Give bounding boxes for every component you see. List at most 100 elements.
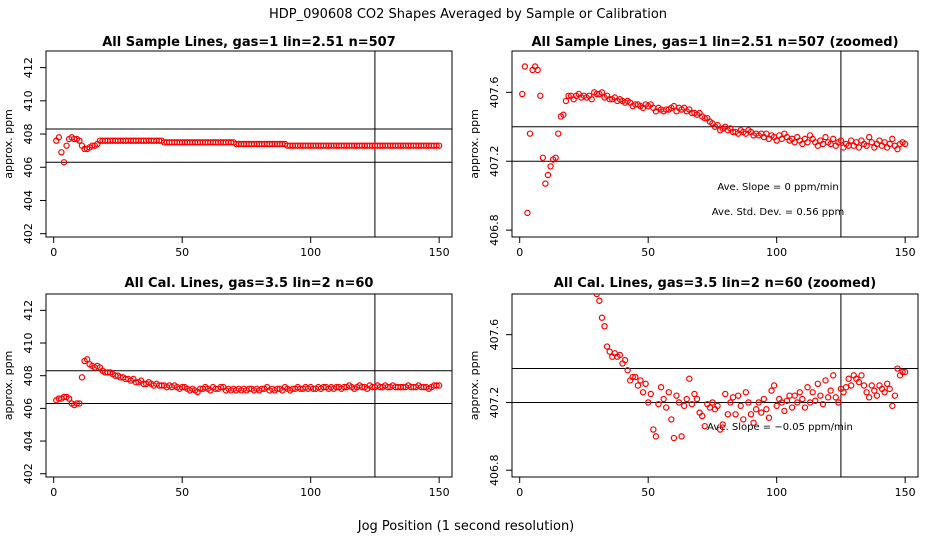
data-point: [565, 92, 572, 99]
y-tick-label: 407.6: [488, 319, 501, 351]
data-point: [750, 419, 757, 426]
data-point: [555, 130, 562, 137]
data-point: [433, 142, 440, 149]
data-point: [63, 142, 70, 149]
data-point: [740, 416, 747, 423]
y-tick-label: 412: [22, 57, 35, 78]
data-point: [847, 137, 855, 144]
data-point: [799, 395, 806, 403]
data-point: [534, 66, 541, 74]
data-point: [76, 400, 83, 407]
data-point: [824, 394, 832, 401]
data-point: [668, 416, 675, 423]
data-point: [58, 149, 65, 156]
y-tick-label: 410: [22, 90, 35, 111]
data-point: [537, 92, 544, 99]
y-tick-label: 412: [22, 300, 35, 321]
chart-panel-1: All Sample Lines, gas=1 lin=2.51 n=507 0 5…: [2, 35, 453, 259]
chart-panel-3: All Cal. Lines, gas=3.5 lin=2 n=60 0 50 100…: [2, 276, 453, 499]
chart-panel-4: All Cal. Lines, gas=3.5 lin=2 n=60 (zoom…: [468, 276, 919, 499]
data-point: [603, 343, 611, 350]
data-point: [650, 426, 657, 433]
y-tick-label: 406: [22, 398, 35, 419]
y-tick-label: 407.6: [488, 77, 501, 109]
data-point: [873, 392, 881, 399]
data-point: [822, 133, 829, 141]
x-tick-label: 50: [641, 246, 655, 259]
data-point: [433, 382, 440, 389]
data-point: [691, 390, 698, 398]
data-point: [662, 404, 670, 411]
data-point: [794, 399, 801, 406]
data-point: [796, 389, 803, 396]
y-axis-label: approx. ppm: [2, 109, 15, 179]
data-point: [863, 142, 870, 149]
data-point: [763, 406, 770, 413]
data-point: [835, 399, 842, 406]
data-point: [435, 142, 443, 149]
data-point: [634, 382, 642, 389]
y-tick-label: 404: [22, 190, 35, 211]
y-tick-label: 406.8: [488, 454, 501, 486]
data-point: [809, 389, 816, 396]
data-point: [865, 133, 873, 141]
data-point: [598, 89, 606, 96]
data-point: [621, 356, 629, 364]
data-point: [60, 159, 68, 166]
data-point: [616, 351, 624, 359]
data-point: [598, 314, 606, 321]
data-point: [889, 402, 896, 410]
panel-title: All Sample Lines, gas=1 lin=2.51 n=507 (…: [531, 35, 898, 50]
data-point: [786, 392, 793, 399]
data-point: [886, 385, 893, 393]
y-tick-label: 406: [22, 157, 35, 178]
data-point: [860, 382, 868, 389]
data-point: [724, 411, 732, 418]
data-point: [755, 399, 762, 406]
data-point: [812, 397, 819, 404]
x-tick-label: 50: [641, 486, 655, 499]
x-tick-label: 150: [429, 246, 450, 259]
y-axis-label: approx. ppm: [468, 351, 481, 421]
data-point: [596, 297, 603, 304]
data-point: [552, 154, 559, 161]
data-point: [539, 154, 547, 161]
y-tick-label: 404: [22, 431, 35, 452]
stat-annotation: Ave. Slope = −0.05 ppm/min: [707, 422, 853, 433]
data-point: [547, 163, 554, 170]
data-point: [601, 322, 608, 330]
plot-frame: [45, 293, 453, 478]
y-axis-label: approx. ppm: [2, 351, 15, 421]
data-point: [752, 406, 760, 413]
data-point: [642, 380, 649, 388]
data-point: [747, 411, 755, 418]
data-point: [868, 382, 875, 389]
data-point: [840, 389, 847, 396]
plot-frame: [511, 293, 919, 478]
data-point: [889, 135, 896, 143]
data-point: [819, 400, 827, 408]
x-tick-label: 50: [175, 246, 189, 259]
data-point: [716, 426, 724, 433]
data-points: [53, 356, 443, 409]
data-point: [65, 395, 73, 402]
data-point: [901, 368, 909, 376]
x-tick-label: 100: [766, 246, 787, 259]
data-point: [693, 395, 701, 403]
data-point: [858, 372, 865, 379]
data-point: [637, 377, 644, 384]
data-point: [655, 400, 662, 408]
chart-panels: All Sample Lines, gas=1 lin=2.51 n=507 0 5…: [2, 35, 919, 499]
data-point: [542, 180, 549, 187]
panel-title: All Sample Lines, gas=1 lin=2.51 n=507: [102, 35, 396, 50]
data-points: [593, 294, 909, 442]
data-point: [657, 383, 665, 391]
y-tick-label: 408: [22, 124, 35, 145]
data-point: [76, 137, 83, 144]
data-point: [560, 111, 567, 118]
data-point: [629, 373, 636, 381]
data-point: [881, 389, 888, 396]
data-point: [665, 389, 672, 396]
data-point: [871, 387, 878, 394]
chart-panel-2: All Sample Lines, gas=1 lin=2.51 n=507 (…: [468, 35, 919, 259]
